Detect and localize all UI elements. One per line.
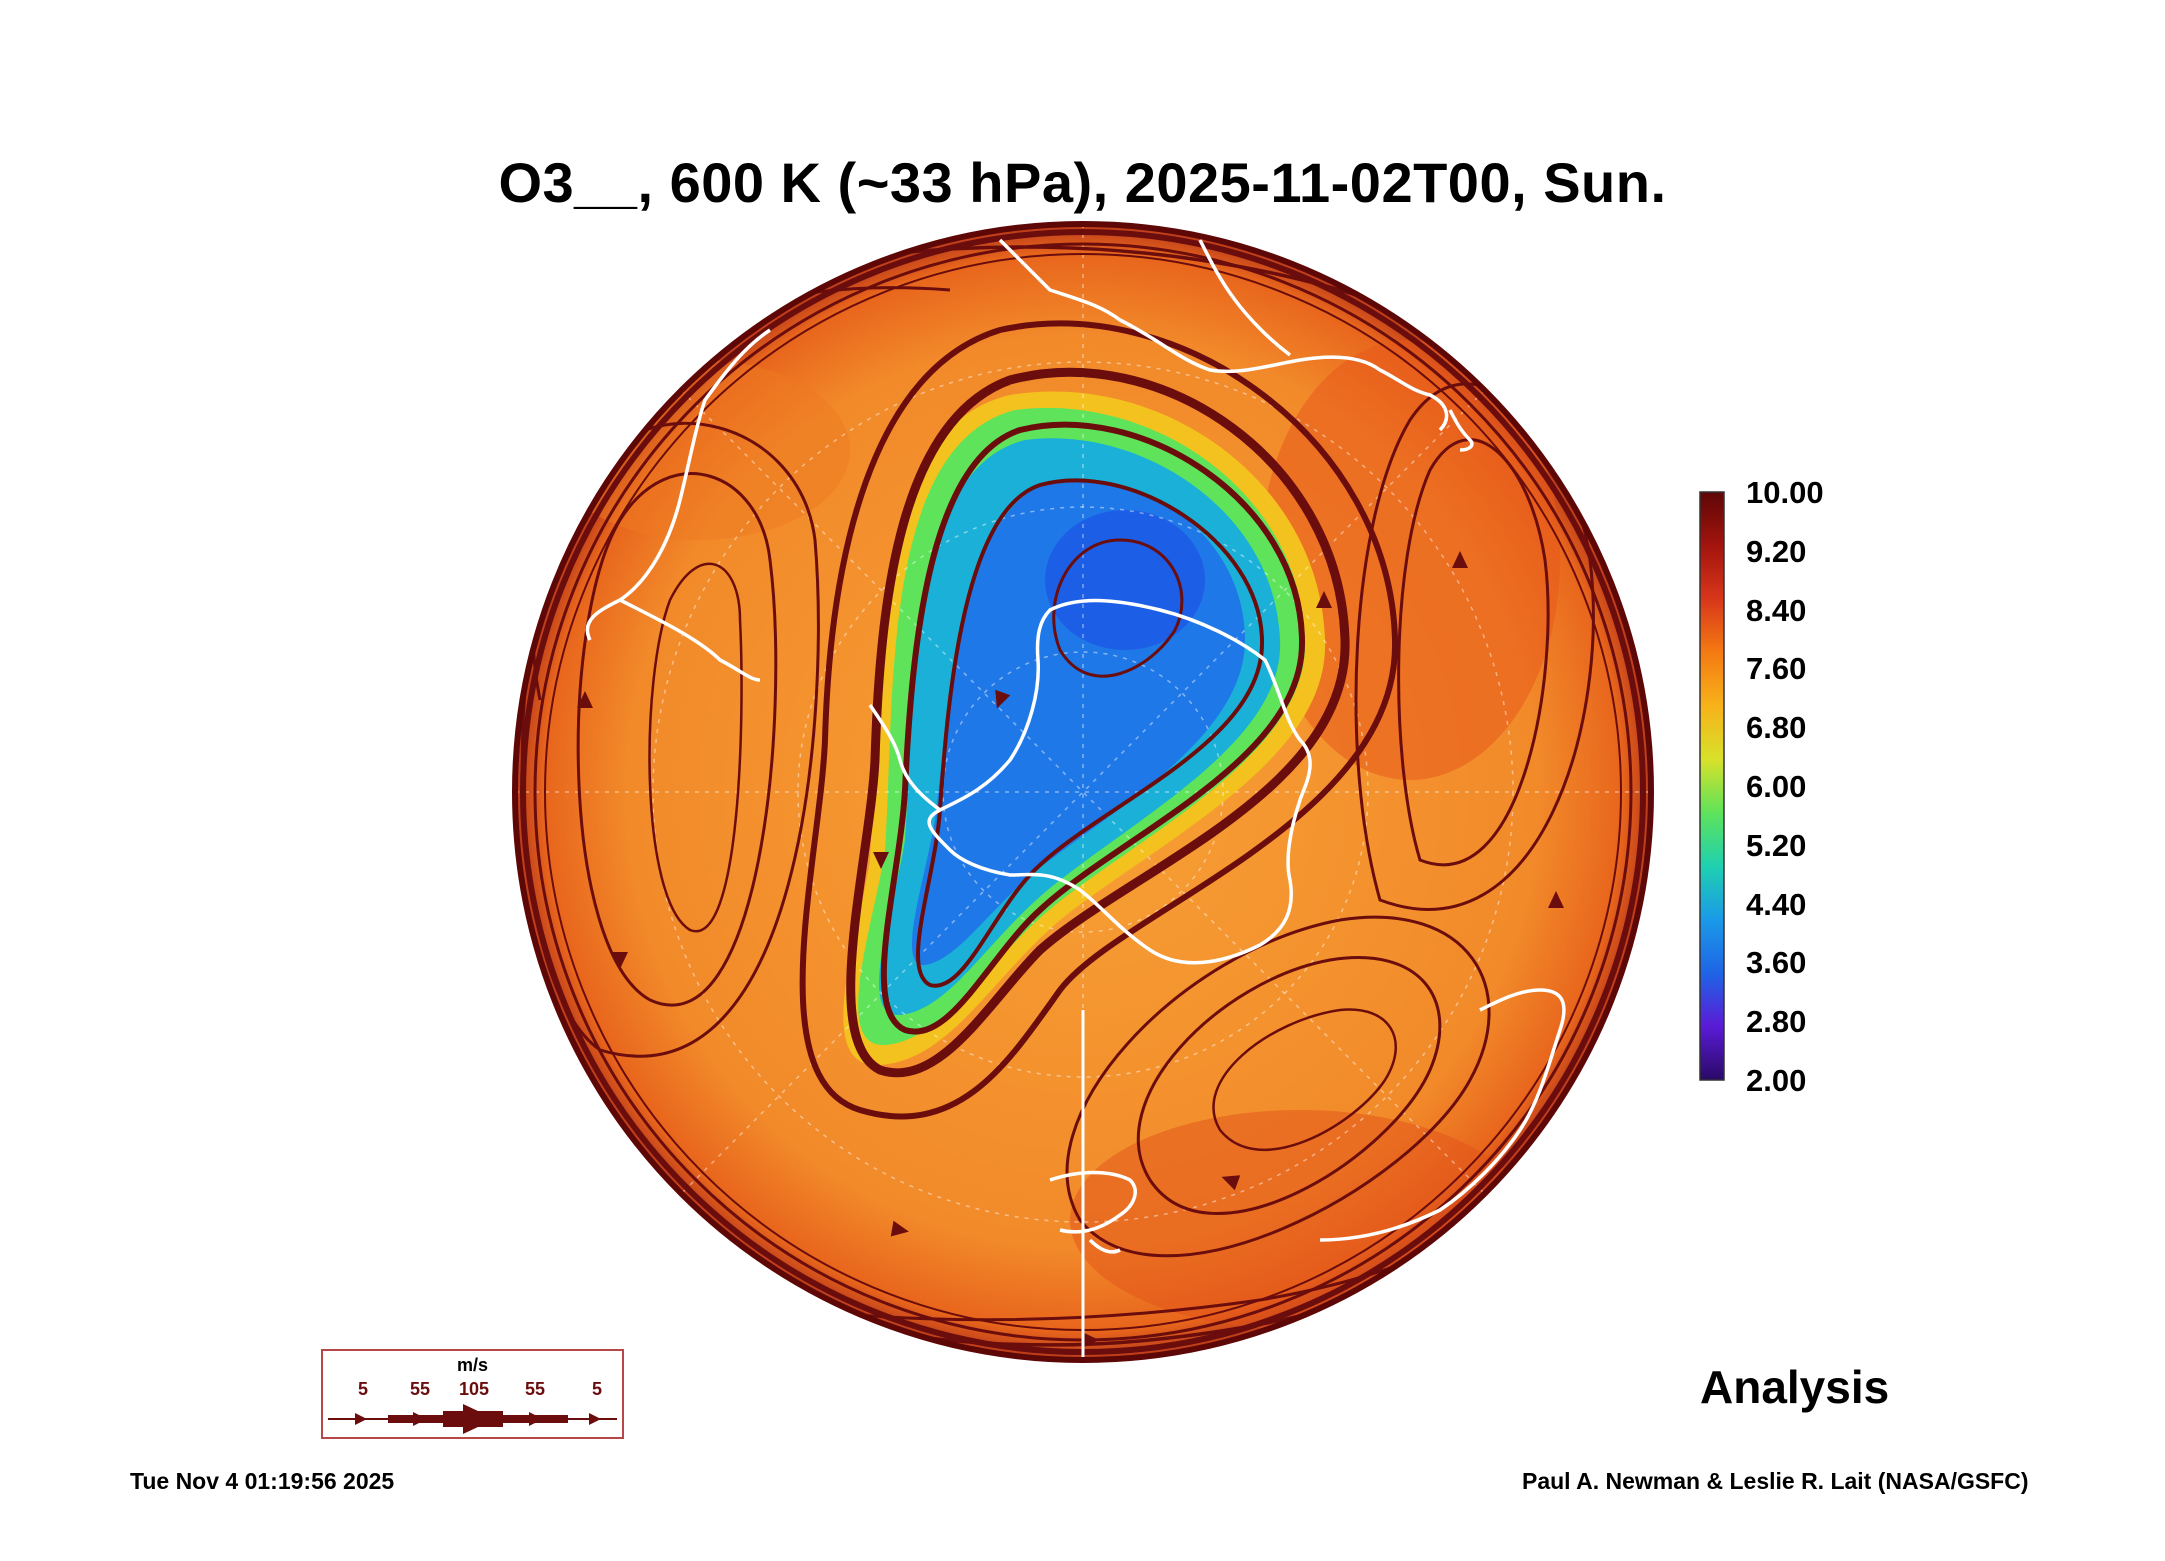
timestamp: Tue Nov 4 01:19:56 2025 <box>130 1468 395 1494</box>
colorbar-label: 10.00 <box>1746 475 1824 510</box>
colorbar-label: 2.80 <box>1746 1004 1807 1040</box>
high-ozone-patch <box>1260 340 1560 780</box>
wind-legend-arrow <box>328 1404 617 1434</box>
colorbar-label: 5.20 <box>1746 827 1807 863</box>
wind-legend-unit: m/s <box>456 1355 489 1375</box>
credit: Paul A. Newman & Leslie R. Lait (NASA/GS… <box>1522 1468 2029 1494</box>
colorbar-label: 3.60 <box>1746 945 1807 981</box>
colorbar-label: 6.80 <box>1746 710 1807 746</box>
colorbar-label: 8.40 <box>1746 592 1807 628</box>
colorbar-label: 9.20 <box>1746 533 1807 569</box>
colorbar-label: 4.40 <box>1746 886 1807 922</box>
colorbar-label: 7.60 <box>1746 651 1807 687</box>
colorbar <box>1699 491 1725 1081</box>
coastlines <box>585 238 1566 1254</box>
chart-title: O3__, 600 K (~33 hPa), 2025-11-02T00, Su… <box>498 151 1667 214</box>
map-border <box>512 221 1654 1363</box>
wind-legend-tick: 5 <box>357 1379 369 1399</box>
wind-legend-tick: 105 <box>458 1379 490 1399</box>
analysis-label: Analysis <box>1700 1361 1890 1413</box>
ozone-field <box>515 224 1651 1360</box>
vortex-center <box>1045 510 1205 650</box>
wind-speed-legend: m/s 5 55 105 55 5 <box>321 1349 624 1439</box>
colorbar-label: 2.00 <box>1746 1063 1807 1098</box>
wind-legend-tick: 5 <box>591 1379 603 1399</box>
colorbar-label: 6.00 <box>1746 769 1807 804</box>
graticule <box>515 224 1651 1360</box>
wind-legend-tick: 55 <box>524 1379 546 1399</box>
wind-legend-tick: 55 <box>409 1379 431 1399</box>
